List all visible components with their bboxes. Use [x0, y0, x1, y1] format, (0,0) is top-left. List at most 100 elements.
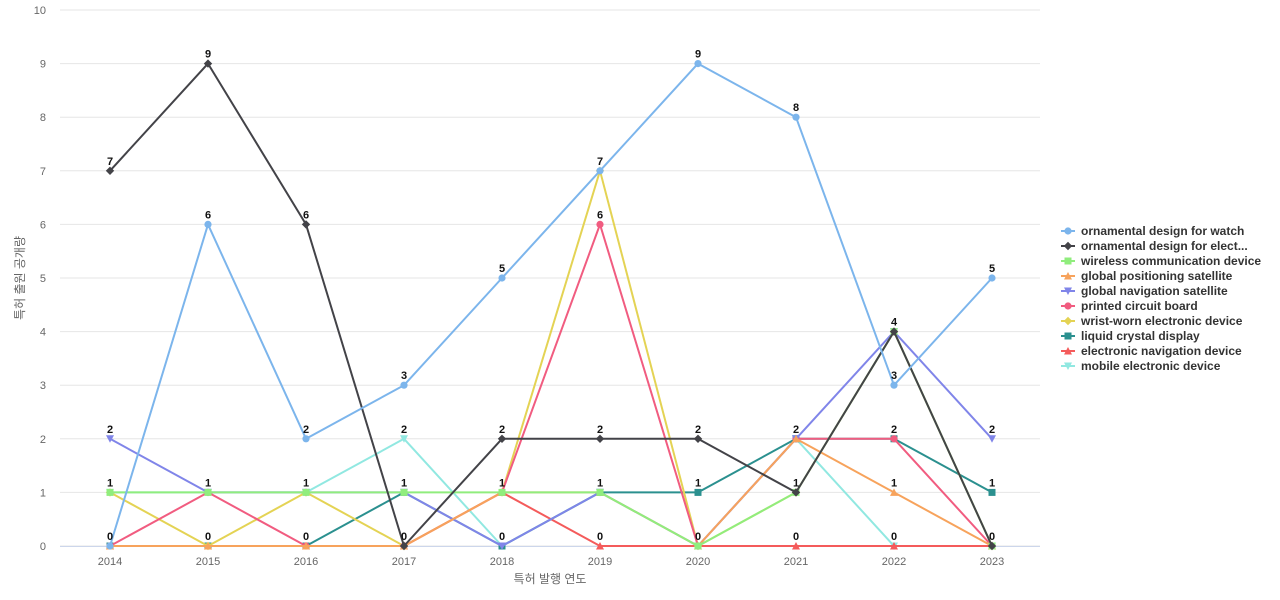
data-point [498, 542, 506, 550]
y-axis-title: 특허 출원 공개량 [13, 236, 27, 320]
data-label: 4 [891, 317, 898, 329]
x-tick-label: 2015 [196, 556, 220, 568]
series-ornamental-design-for-elect [105, 59, 997, 551]
data-point [105, 166, 115, 175]
data-point [106, 488, 114, 496]
y-tick-label: 6 [40, 219, 46, 231]
x-tick-label: 2022 [882, 556, 906, 568]
legend-symbol [1064, 257, 1072, 265]
data-point [889, 327, 899, 336]
data-label: 2 [401, 424, 407, 436]
data-point [792, 542, 800, 550]
legend-symbol [1064, 227, 1072, 235]
data-label: 7 [107, 156, 113, 168]
data-label: 9 [695, 49, 701, 61]
data-point [890, 542, 898, 550]
data-point [792, 434, 800, 443]
data-label: 6 [205, 209, 211, 221]
legend-item-printed-circuit-board[interactable]: printed circuit board [1061, 299, 1198, 313]
data-point [106, 542, 114, 550]
data-label: 6 [597, 209, 603, 221]
legend-item-wrist-worn-electronic-device[interactable]: wrist-worn electronic device [1061, 314, 1243, 328]
data-point [693, 434, 703, 443]
y-tick-label: 1 [40, 487, 46, 499]
legend-item-ornamental-design-for-elect[interactable]: ornamental design for elect... [1061, 239, 1248, 253]
data-point [596, 220, 604, 228]
legend-item-electronic-navigation-device[interactable]: electronic navigation device [1061, 344, 1242, 358]
legend-item-global-positioning-satellite[interactable]: global positioning satellite [1061, 269, 1233, 283]
data-label: 0 [499, 531, 505, 543]
data-label: 3 [401, 370, 407, 382]
legend-item-wireless-communication-device[interactable]: wireless communication device [1061, 254, 1261, 268]
y-tick-label: 2 [40, 434, 46, 446]
data-point [204, 488, 212, 496]
x-tick-label: 2019 [588, 556, 612, 568]
legend-label: mobile electronic device [1081, 359, 1221, 373]
legend-label: printed circuit board [1081, 299, 1198, 313]
data-point [400, 381, 408, 389]
data-point [596, 167, 604, 175]
legend-symbol [1064, 287, 1072, 295]
data-label: 8 [793, 102, 799, 114]
data-point [988, 274, 996, 282]
y-axis-ticks: 0 1 2 3 4 5 6 7 8 9 10 [34, 5, 46, 553]
data-point [694, 60, 702, 68]
y-tick-label: 4 [40, 327, 46, 339]
data-label: 0 [989, 531, 995, 543]
data-point [399, 541, 409, 551]
data-label: 2 [989, 424, 995, 436]
data-label: 0 [401, 531, 407, 543]
data-point [596, 488, 604, 496]
data-point [595, 434, 605, 443]
series-line [109, 62, 993, 547]
series-line [109, 62, 993, 547]
legend-item-global-navigation-satellite[interactable]: global navigation satellite [1061, 284, 1228, 298]
x-tick-label: 2020 [686, 556, 710, 568]
legend-item-liquid-crystal-display[interactable]: liquid crystal display [1061, 329, 1200, 343]
legend-item-ornamental-design-for-watch[interactable]: ornamental design for watch [1061, 224, 1244, 238]
y-tick-label: 7 [40, 166, 46, 178]
data-point [596, 542, 604, 550]
data-point [301, 220, 311, 229]
legend-label: wireless communication device [1080, 254, 1261, 268]
legend-item-mobile-electronic-device[interactable]: mobile electronic device [1061, 359, 1221, 373]
series-line [109, 223, 993, 547]
data-point [988, 488, 996, 496]
data-point [791, 488, 801, 497]
data-label: 2 [107, 424, 113, 436]
data-label: 0 [205, 531, 211, 543]
data-label: 2 [695, 424, 701, 436]
data-label: 2 [597, 424, 603, 436]
legend-symbol [1064, 272, 1072, 280]
data-label: 6 [303, 209, 309, 221]
data-point [106, 435, 114, 443]
data-label: 1 [695, 477, 701, 489]
data-label: 2 [303, 424, 309, 436]
legend-symbol [1063, 316, 1073, 326]
data-label: 7 [597, 156, 603, 168]
data-point [498, 274, 506, 282]
grid [60, 9, 1040, 547]
x-tick-label: 2023 [980, 556, 1004, 568]
data-label: 0 [891, 531, 897, 543]
legend-symbol [1064, 362, 1072, 370]
data-point [890, 488, 898, 496]
legend-label: electronic navigation device [1081, 344, 1242, 358]
y-tick-label: 10 [34, 5, 46, 17]
data-point [890, 381, 898, 389]
data-point [792, 113, 800, 121]
data-point [987, 541, 997, 551]
y-tick-label: 3 [40, 380, 46, 392]
data-label: 3 [891, 370, 897, 382]
data-point [204, 220, 212, 228]
x-tick-label: 2017 [392, 556, 416, 568]
data-point [988, 435, 996, 443]
data-label: 1 [107, 477, 113, 489]
data-point [498, 488, 506, 496]
data-labels: 7210961062103210521076210921082104321052… [107, 49, 995, 543]
x-tick-label: 2016 [294, 556, 318, 568]
data-point [694, 542, 702, 550]
data-label: 5 [499, 263, 505, 275]
legend-label: ornamental design for watch [1081, 224, 1244, 238]
